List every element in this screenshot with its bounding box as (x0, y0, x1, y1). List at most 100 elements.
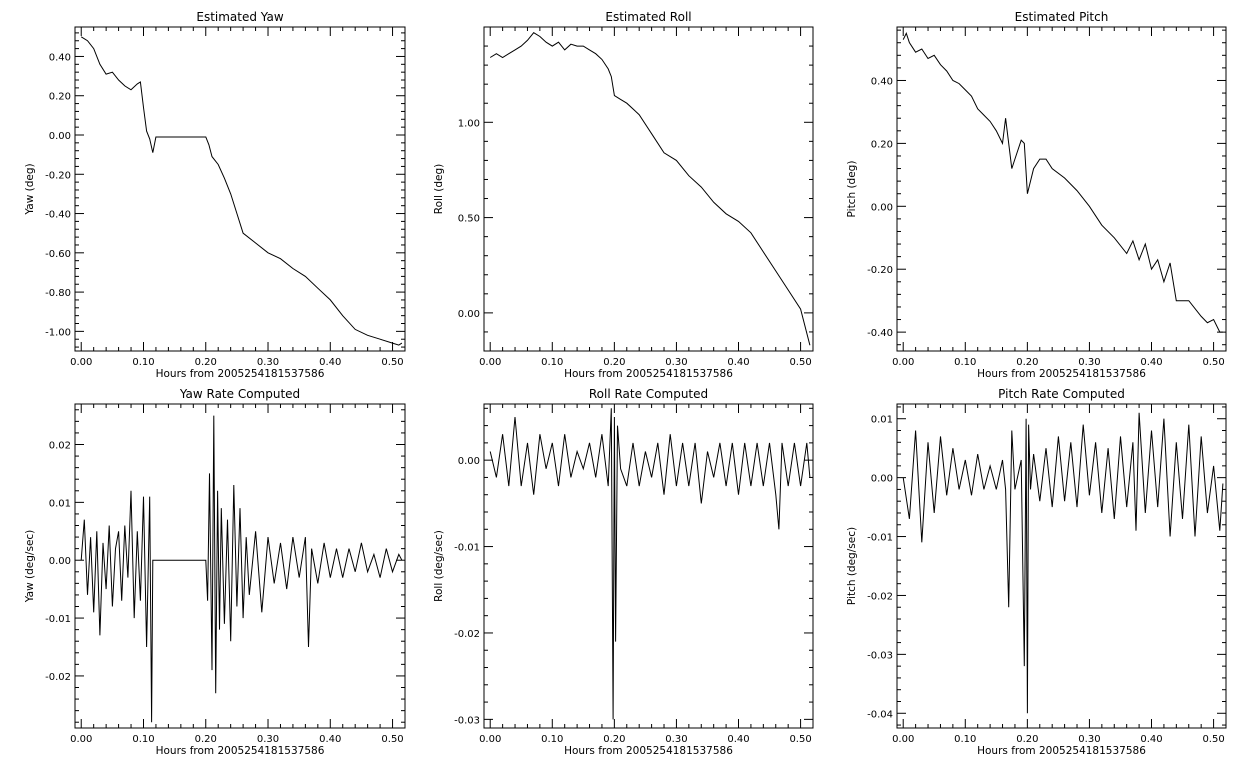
x-tick-label: 0.20 (1016, 357, 1038, 368)
y-tick-label: -0.03 (454, 715, 480, 726)
series-line-0 (489, 408, 811, 720)
y-axis-label: Yaw (deg/sec) (24, 530, 36, 604)
x-tick-label: 0.00 (479, 734, 501, 745)
y-tick-label: -0.03 (867, 650, 893, 661)
x-tick-label: 0.20 (195, 357, 217, 368)
y-tick-label: -0.01 (454, 543, 480, 554)
chart-title: Estimated Roll (605, 10, 691, 24)
y-tick-label: 0.00 (871, 474, 893, 485)
x-tick-label: 0.30 (665, 734, 687, 745)
x-tick-label: 0.10 (541, 734, 563, 745)
y-tick-label: 0.20 (871, 139, 893, 150)
x-axis-label: Hours from 2005254181537586 (977, 745, 1146, 757)
y-tick-label: 0.01 (49, 498, 71, 509)
x-tick-label: 0.00 (70, 357, 92, 368)
x-axis-label: Hours from 2005254181537586 (156, 368, 325, 380)
y-axis-label: Yaw (deg) (24, 163, 36, 215)
y-axis-label: Roll (deg/sec) (433, 530, 445, 602)
y-tick-label: 0.20 (49, 92, 71, 103)
y-tick-label: 0.02 (49, 441, 71, 452)
plot-frame (896, 26, 1227, 352)
y-tick-label: 0.00 (49, 556, 71, 567)
x-tick-label: 0.50 (1202, 357, 1224, 368)
y-tick-label: -0.01 (45, 614, 71, 625)
x-tick-label: 0.20 (603, 734, 625, 745)
series-line-0 (489, 32, 811, 346)
y-tick-label: -0.20 (45, 170, 71, 181)
x-tick-label: 0.40 (1140, 357, 1162, 368)
x-tick-label: 0.30 (257, 734, 279, 745)
chart-panel-4: 0.00 0.10 0.20 0.30 0.40 0.50 0.00 -0.01 -0.02 -0… (433, 387, 814, 757)
x-tick-label: 0.10 (954, 734, 976, 745)
y-tick-label: -0.02 (45, 672, 71, 683)
y-tick-label: 0.00 (458, 309, 480, 320)
series-line-0 (902, 31, 1223, 333)
y-tick-label: 0.00 (458, 456, 480, 467)
chart-title: Yaw Rate Computed (179, 387, 300, 401)
chart-panel-0: 0.00 0.10 0.20 0.30 0.40 0.50 0.40 0.20 0.00 -0.2… (24, 10, 406, 380)
plot-frame (483, 26, 814, 352)
x-tick-label: 0.00 (70, 734, 92, 745)
plot-frame (483, 403, 814, 729)
series-line-0 (902, 412, 1224, 714)
x-tick-label: 0.20 (195, 734, 217, 745)
x-tick-label: 0.40 (727, 734, 749, 745)
x-tick-label: 0.30 (665, 357, 687, 368)
plot-frame (74, 403, 406, 729)
y-tick-label: 0.00 (871, 202, 893, 213)
x-tick-label: 0.10 (132, 734, 154, 745)
y-tick-label: -0.40 (45, 210, 71, 221)
chart-title: Estimated Yaw (196, 10, 283, 24)
chart-panel-3: 0.00 0.10 0.20 0.30 0.40 0.50 0.02 0.01 0.00 -0.0… (24, 387, 406, 757)
y-axis-label: Pitch (deg/sec) (846, 527, 858, 605)
x-tick-label: 0.10 (132, 357, 154, 368)
y-tick-label: 0.50 (458, 214, 480, 225)
x-tick-label: 0.50 (789, 734, 811, 745)
x-tick-label: 0.40 (319, 734, 341, 745)
x-tick-label: 0.30 (1078, 357, 1100, 368)
y-tick-label: 0.40 (49, 52, 71, 63)
y-tick-label: -0.01 (867, 533, 893, 544)
x-tick-label: 0.30 (1078, 734, 1100, 745)
x-axis-label: Hours from 2005254181537586 (564, 368, 733, 380)
chart-panel-5: 0.00 0.10 0.20 0.30 0.40 0.50 0.01 0.00 -0.01 -0.… (846, 387, 1227, 757)
chart-title: Pitch Rate Computed (998, 387, 1125, 401)
chart-panel-2: 0.00 0.10 0.20 0.30 0.40 0.50 0.40 0.20 0.00 -0.2… (846, 10, 1227, 380)
y-tick-label: -1.00 (45, 327, 71, 338)
y-tick-label: -0.04 (867, 709, 893, 720)
y-tick-label: 0.40 (871, 76, 893, 87)
y-tick-label: -0.80 (45, 288, 71, 299)
x-tick-label: 0.50 (381, 734, 403, 745)
chart-title: Estimated Pitch (1015, 10, 1109, 24)
x-tick-label: 0.10 (954, 357, 976, 368)
y-tick-label: -0.40 (867, 328, 893, 339)
x-tick-label: 0.40 (319, 357, 341, 368)
y-tick-label: 1.00 (458, 118, 480, 129)
x-tick-label: 0.00 (892, 357, 914, 368)
x-tick-label: 0.00 (892, 734, 914, 745)
y-tick-label: 0.00 (49, 131, 71, 142)
y-tick-label: -0.60 (45, 249, 71, 260)
x-tick-label: 0.30 (257, 357, 279, 368)
y-axis-label: Roll (deg) (433, 164, 445, 214)
y-tick-label: 0.01 (871, 415, 893, 426)
x-axis-label: Hours from 2005254181537586 (977, 368, 1146, 380)
x-tick-label: 0.40 (727, 357, 749, 368)
chart-panel-1: 0.00 0.10 0.20 0.30 0.40 0.50 1.00 0.50 0.00 Esti… (433, 10, 814, 380)
series-line-0 (80, 36, 403, 346)
y-tick-label: -0.02 (454, 629, 480, 640)
x-tick-label: 0.50 (1202, 734, 1224, 745)
y-tick-label: -0.20 (867, 265, 893, 276)
x-tick-label: 0.00 (479, 357, 501, 368)
y-tick-label: -0.02 (867, 591, 893, 602)
y-axis-label: Pitch (deg) (846, 161, 858, 218)
x-tick-label: 0.50 (789, 357, 811, 368)
x-tick-label: 0.20 (1016, 734, 1038, 745)
x-tick-label: 0.10 (541, 357, 563, 368)
x-axis-label: Hours from 2005254181537586 (156, 745, 325, 757)
plot-frame (74, 26, 406, 352)
x-tick-label: 0.20 (603, 357, 625, 368)
chart-title: Roll Rate Computed (589, 387, 708, 401)
series-line-0 (80, 415, 403, 723)
